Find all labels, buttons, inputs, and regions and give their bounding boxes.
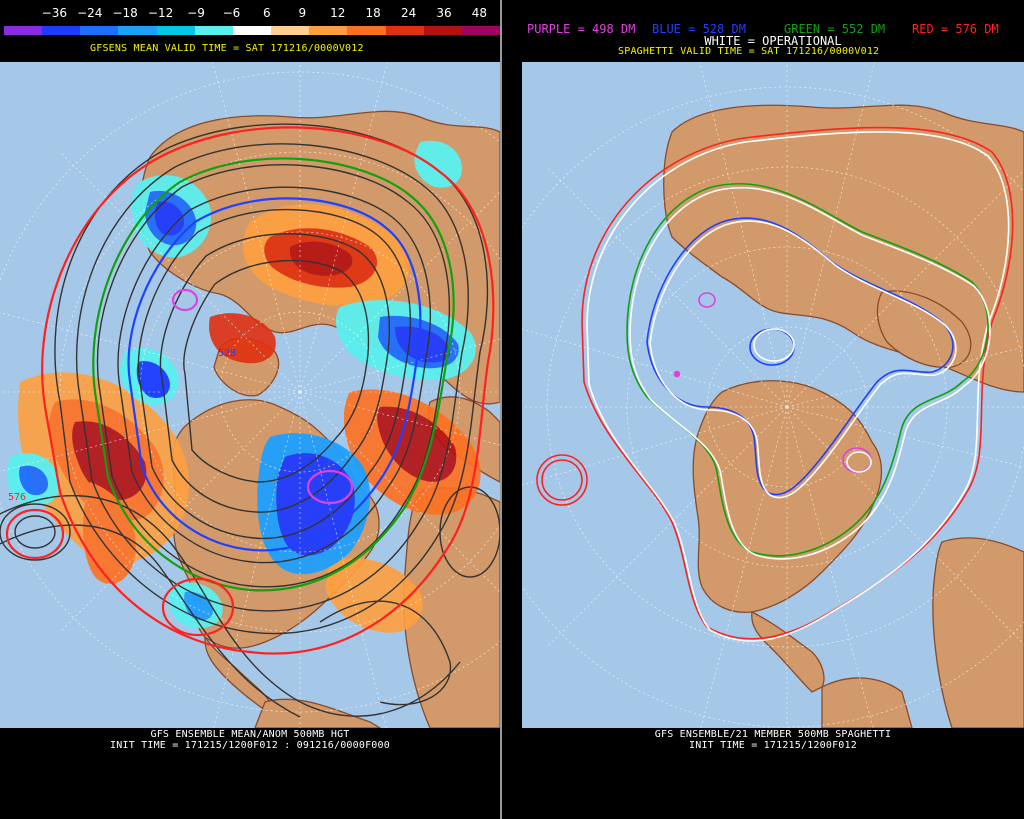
legend-value-label: 24 xyxy=(400,6,417,20)
height-contours xyxy=(0,123,500,718)
legend-value-label: −12 xyxy=(147,6,174,20)
legend-value-label: 9 xyxy=(298,6,307,20)
legend-value-label: −24 xyxy=(77,6,103,20)
mean-caption-title: GFS ENSEMBLE MEAN/ANOM 500MB HGT xyxy=(150,729,350,740)
legend-value-label: −18 xyxy=(112,6,138,20)
spaghetti-map xyxy=(522,62,1024,728)
legend-swatch xyxy=(194,26,233,35)
legend-colorbar xyxy=(4,26,501,35)
anomaly-color-legend: −36 −24 −18 −12 −9 −6 6 9 12 18 24 36 48 xyxy=(4,4,501,35)
contour-label-576: 576 xyxy=(8,492,27,503)
legend-red: RED = 576 DM xyxy=(912,22,999,36)
legend-value-label: −9 xyxy=(187,6,205,20)
legend-swatch xyxy=(271,26,310,35)
legend-blue: BLUE = 528 DM xyxy=(652,22,746,36)
panel-divider xyxy=(500,0,522,819)
ensemble-mean-panel: −36 −24 −18 −12 −9 −6 6 9 12 18 24 36 48 GFSENS MEAN… xyxy=(0,0,501,819)
land-central-america xyxy=(751,611,825,693)
spaghetti-legend: PURPLE = 498 DM BLUE = 528 DM GREEN = 55… xyxy=(522,22,1024,36)
legend-swatch xyxy=(309,26,348,35)
legend-value-label: −6 xyxy=(222,6,241,20)
spaghetti-caption-title: GFS ENSEMBLE/21 MEMBER 500MB SPAGHETTI xyxy=(654,729,892,740)
spaghetti-map-graphic xyxy=(522,62,1024,728)
legend-value-label: 12 xyxy=(330,6,346,20)
ensemble-mean-map: 528 576 xyxy=(0,62,500,728)
legend-swatch xyxy=(232,26,272,35)
positive-anomalies xyxy=(18,204,481,633)
lat-lon-grid xyxy=(522,62,1024,728)
legend-swatch xyxy=(42,26,81,35)
key-contours xyxy=(5,126,495,655)
legend-value-label: 6 xyxy=(263,6,271,20)
land-europe xyxy=(876,290,972,369)
spaghetti-panel: PURPLE = 498 DM BLUE = 528 DM GREEN = 55… xyxy=(522,0,1024,819)
mean-map-graphic xyxy=(0,62,500,728)
legend-value-label: −36 xyxy=(41,6,67,20)
mean-caption-init: INIT TIME = 171215/1200F012 : 091216/000… xyxy=(110,740,390,751)
legend-green: GREEN = 552 DM xyxy=(784,22,886,36)
land-south-america xyxy=(821,677,913,728)
contour-label-528: 528 xyxy=(218,348,237,359)
spaghetti-contours xyxy=(536,126,1014,642)
legend-swatch xyxy=(156,26,195,35)
legend-white: WHITE = OPERATIONAL xyxy=(704,34,842,48)
legend-value-label: 48 xyxy=(471,6,488,20)
land-africa xyxy=(932,537,1024,728)
legend-swatch xyxy=(118,26,157,35)
legend-swatch xyxy=(4,26,43,35)
legend-value-label: 18 xyxy=(365,6,381,20)
legend-swatch xyxy=(347,26,386,35)
legend-swatch xyxy=(461,26,501,35)
legend-purple: PURPLE = 498 DM xyxy=(527,22,636,36)
legend-swatch xyxy=(80,26,119,35)
legend-swatch xyxy=(385,26,424,35)
land-south-america xyxy=(254,698,382,728)
legend-value-label: 36 xyxy=(436,6,452,20)
mean-valid-time: GFSENS MEAN VALID TIME = SAT 171216/0000… xyxy=(90,43,364,54)
legend-labels: −36 −24 −18 −12 −9 −6 6 9 12 18 24 36 48 xyxy=(4,4,500,20)
spaghetti-valid-time: SPAGHETTI VALID TIME = SAT 171216/0000V0… xyxy=(618,46,880,57)
spaghetti-caption-init: INIT TIME = 171215/1200F012 xyxy=(689,740,857,751)
legend-swatch xyxy=(423,26,462,35)
